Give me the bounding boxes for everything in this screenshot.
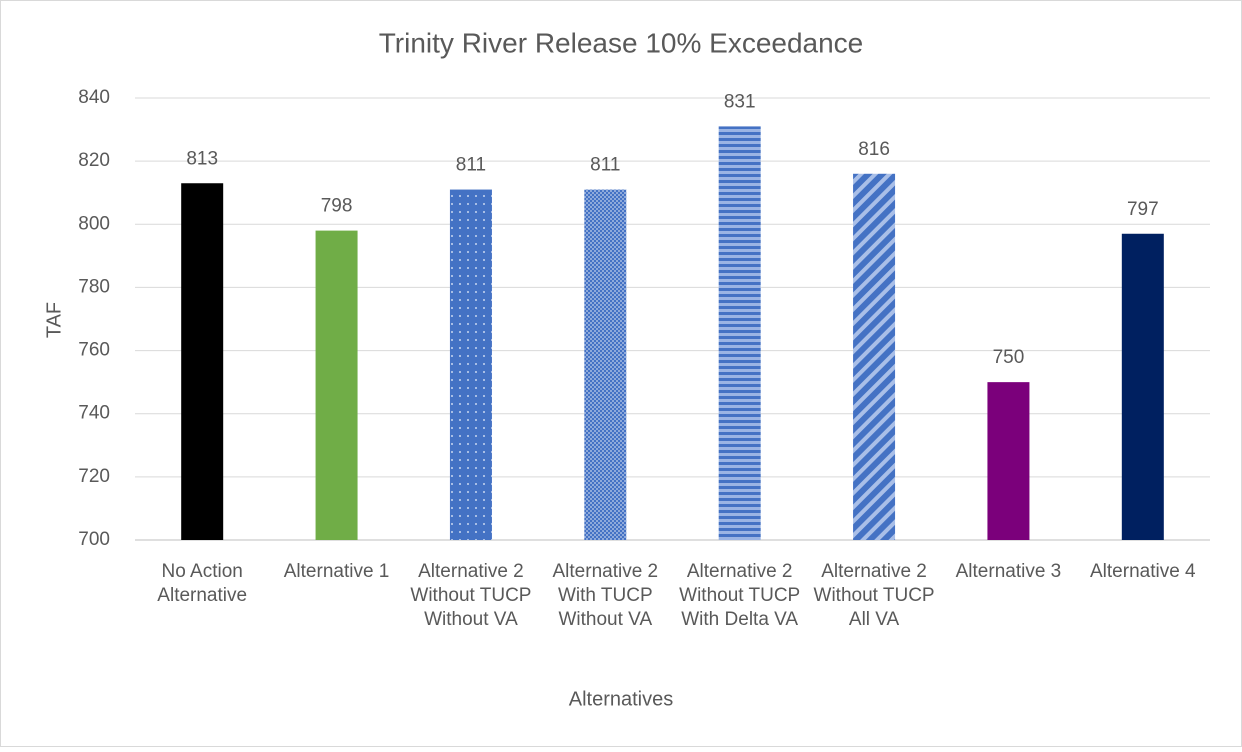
bar (315, 230, 358, 540)
x-tick-label: Alternative 2 With TUCP Without VA (552, 561, 659, 630)
bar (1121, 233, 1164, 540)
data-label: 831 (724, 91, 756, 112)
x-tick-label: Alternative 3 (955, 561, 1062, 582)
x-tick-label-box: No Action Alternative (157, 561, 248, 606)
data-label: 813 (186, 148, 218, 169)
x-tick-label: No Action Alternative (157, 561, 248, 606)
x-tick-label: Alternative 1 (283, 561, 390, 582)
bar (449, 189, 492, 541)
y-tick-label: 720 (78, 466, 110, 487)
x-tick-label-box: Alternative 1 (283, 561, 390, 582)
bar (718, 126, 761, 541)
data-label: 797 (1127, 199, 1159, 220)
bar (987, 382, 1030, 540)
x-tick-label-box: Alternative 2 Without TUCP With Delta VA (679, 561, 801, 630)
x-tick-label: Alternative 2 Without TUCP With Delta VA (679, 561, 801, 630)
chart-title: Trinity River Release 10% Exceedance (379, 27, 864, 58)
x-tick-label-box: Alternative 3 (955, 561, 1062, 582)
data-label: 750 (993, 347, 1025, 368)
y-tick-label: 700 (78, 529, 110, 550)
y-tick-label: 800 (78, 213, 110, 234)
x-tick-label-box: Alternative 4 (1090, 561, 1196, 582)
y-tick-label: 780 (78, 276, 110, 297)
x-tick-label: Alternative 4 (1090, 561, 1196, 582)
data-label: 798 (321, 196, 353, 217)
x-tick-label: Alternative 2 Without TUCP All VA (813, 561, 935, 630)
x-tick-label-box: Alternative 2 With TUCP Without VA (552, 561, 659, 630)
bar (853, 173, 896, 540)
y-tick-label: 820 (78, 150, 110, 171)
data-label: 816 (858, 139, 890, 160)
data-label: 811 (456, 155, 486, 176)
y-axis-label: TAF (43, 302, 65, 338)
y-tick-label: 740 (78, 403, 110, 424)
bar (181, 183, 224, 540)
x-tick-label-box: Alternative 2 Without TUCP All VA (813, 561, 935, 630)
x-tick-label-box: Alternative 2 Without TUCP Without VA (410, 561, 532, 630)
x-axis-label: Alternatives (569, 688, 674, 710)
data-label: 811 (590, 155, 620, 176)
y-tick-label: 760 (78, 340, 110, 361)
y-tick-label: 840 (78, 87, 110, 108)
bar (584, 189, 627, 541)
x-tick-label: Alternative 2 Without TUCP Without VA (410, 561, 532, 630)
